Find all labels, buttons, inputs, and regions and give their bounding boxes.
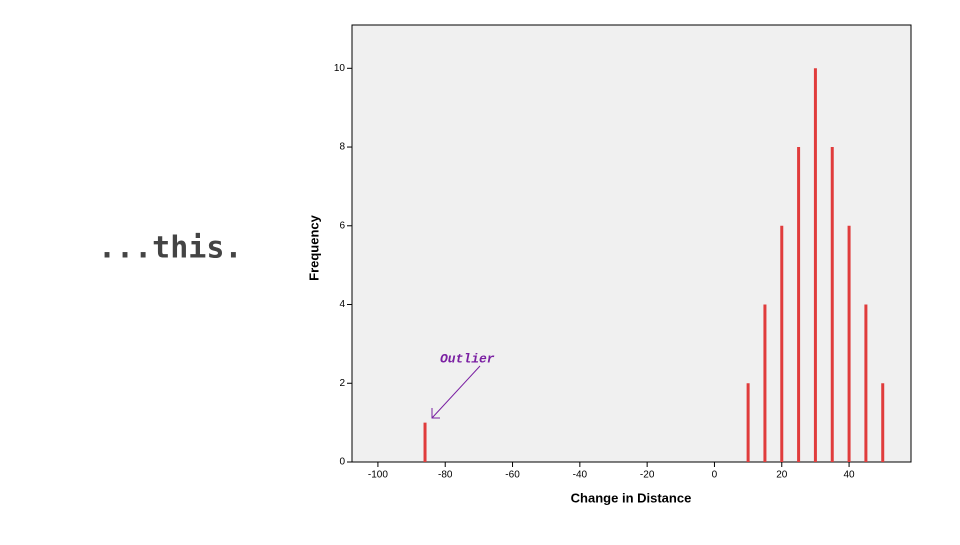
annotation-arrow: [431, 365, 481, 419]
x-tick-label: 0: [712, 470, 718, 481]
y-tick-label: 2: [339, 378, 345, 389]
annotation-arrowhead: [431, 408, 440, 419]
annotation: Outlier: [440, 351, 495, 366]
x-tick-label: -40: [573, 470, 588, 481]
x-tick-label: 40: [844, 470, 856, 481]
y-tick-label: 0: [339, 457, 345, 468]
y-axis-label: Frequency: [306, 214, 321, 281]
x-axis-label: Change in Distance: [571, 490, 692, 505]
x-tick-label: -100: [368, 470, 388, 481]
x-tick-label: -60: [505, 470, 520, 481]
y-tick-label: 4: [339, 299, 345, 310]
y-tick-label: 6: [339, 220, 345, 231]
plot-area: [351, 24, 912, 463]
x-tick-label: -20: [640, 470, 655, 481]
slide-caption: ...this.: [98, 231, 243, 266]
x-tick-label: -80: [438, 470, 453, 481]
y-tick-label: 10: [334, 63, 346, 74]
y-tick-label: 8: [339, 142, 345, 153]
x-tick-label: 20: [776, 470, 788, 481]
